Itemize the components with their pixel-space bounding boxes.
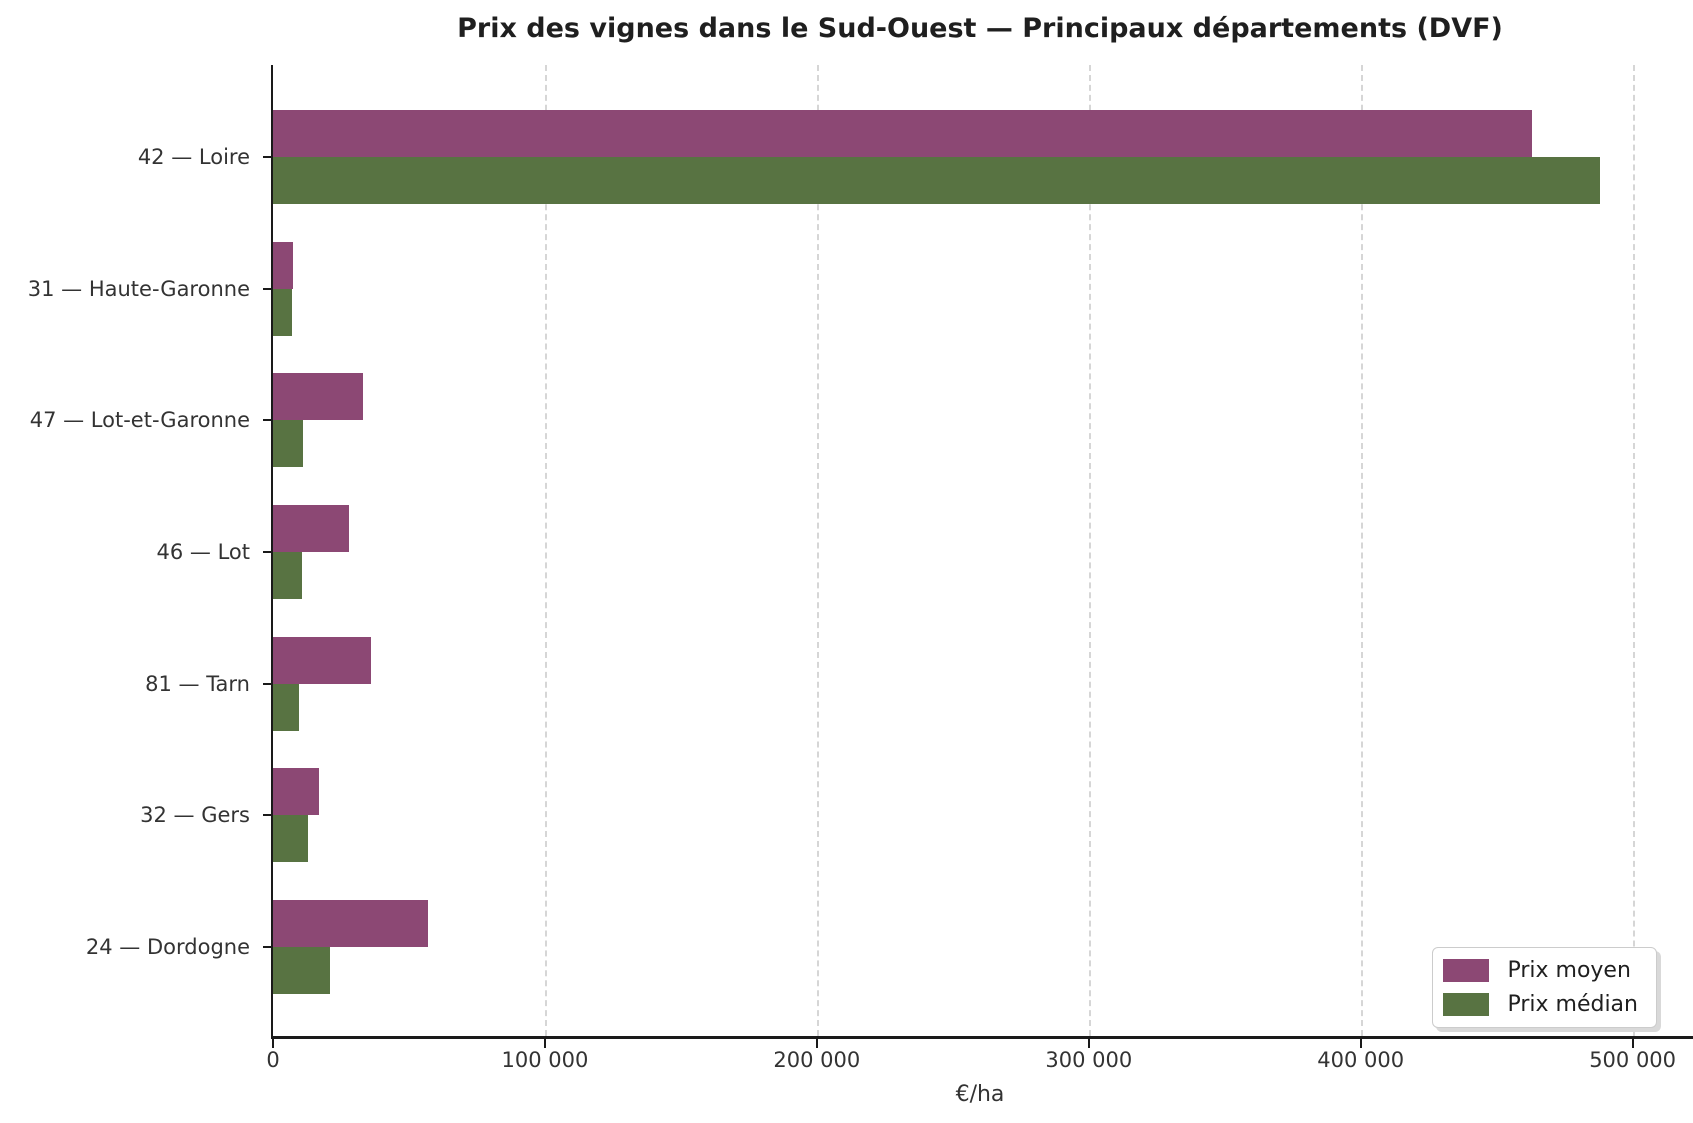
legend-label-prix-moyen: Prix moyen	[1507, 958, 1631, 983]
legend-swatch-prix-moyen	[1443, 959, 1490, 982]
bar-moyen-5	[273, 768, 320, 816]
bar-median-0	[273, 157, 1600, 204]
bar-moyen-4	[273, 636, 371, 684]
bar-median-4	[273, 683, 299, 731]
y-tick-label-3: 46 — Lot	[156, 540, 251, 564]
chart-title: Prix des vignes dans le Sud-Ouest — Prin…	[457, 13, 1503, 44]
x-tick-label-200000: 200 000	[773, 1048, 861, 1072]
x-tick-label-300000: 300 000	[1045, 1048, 1133, 1072]
y-tick-label-0: 42 — Loire	[137, 145, 250, 169]
bar-median-3	[273, 552, 302, 599]
bar-moyen-1	[273, 241, 294, 289]
y-tick-5	[263, 814, 271, 817]
y-tick-0	[263, 156, 271, 158]
gridline-x-300000	[1088, 65, 1091, 1036]
y-tick-1	[263, 287, 271, 290]
y-tick-4	[263, 682, 271, 685]
x-tick-0	[272, 1039, 274, 1048]
x-tick-label-400000: 400 000	[1317, 1048, 1405, 1072]
x-tick-label-0: 0	[266, 1048, 280, 1072]
bar-median-2	[273, 420, 303, 468]
x-axis-label: €/ha	[955, 1082, 1005, 1107]
gridline-x-100000	[544, 65, 547, 1036]
y-tick-3	[263, 551, 271, 553]
x-tick-label-100000: 100 000	[501, 1048, 589, 1072]
gridline-x-500000	[1632, 65, 1635, 1036]
y-tick-label-6: 24 — Dordogne	[85, 935, 250, 959]
y-tick-6	[263, 946, 271, 948]
y-tick-2	[263, 419, 271, 422]
x-tick-400000	[1359, 1039, 1362, 1048]
legend-entry-moyen: Prix moyen	[1443, 958, 1638, 983]
legend-entry-median: Prix médian	[1443, 992, 1638, 1017]
bar-median-1	[273, 288, 293, 336]
y-tick-label-4: 81 — Tarn	[145, 671, 250, 696]
x-tick-100000	[543, 1039, 546, 1048]
y-tick-label-2: 47 — Lot-et-Garonne	[29, 408, 250, 433]
gridline-x-400000	[1360, 65, 1363, 1036]
x-tick-300000	[1087, 1039, 1090, 1048]
bar-moyen-2	[273, 373, 363, 421]
y-tick-label-5: 32 — Gers	[140, 803, 250, 828]
y-axis-spine	[271, 65, 273, 1039]
bar-median-5	[273, 815, 309, 863]
x-axis-spine	[271, 1036, 1693, 1039]
x-tick-label-500000: 500 000	[1589, 1048, 1677, 1072]
bar-moyen-0	[273, 110, 1532, 157]
bar-median-6	[273, 947, 331, 994]
bar-moyen-3	[273, 505, 350, 552]
legend-label-prix-median: Prix médian	[1507, 992, 1638, 1017]
plot-area	[273, 65, 1687, 1036]
x-tick-200000	[815, 1039, 818, 1048]
x-tick-500000	[1631, 1039, 1634, 1048]
legend-swatch-prix-median	[1443, 993, 1490, 1016]
gridline-x-200000	[816, 65, 819, 1036]
y-tick-label-1: 31 — Haute-Garonne	[27, 276, 250, 301]
legend: Prix moyen Prix médian	[1432, 947, 1657, 1028]
bar-moyen-6	[273, 900, 428, 947]
